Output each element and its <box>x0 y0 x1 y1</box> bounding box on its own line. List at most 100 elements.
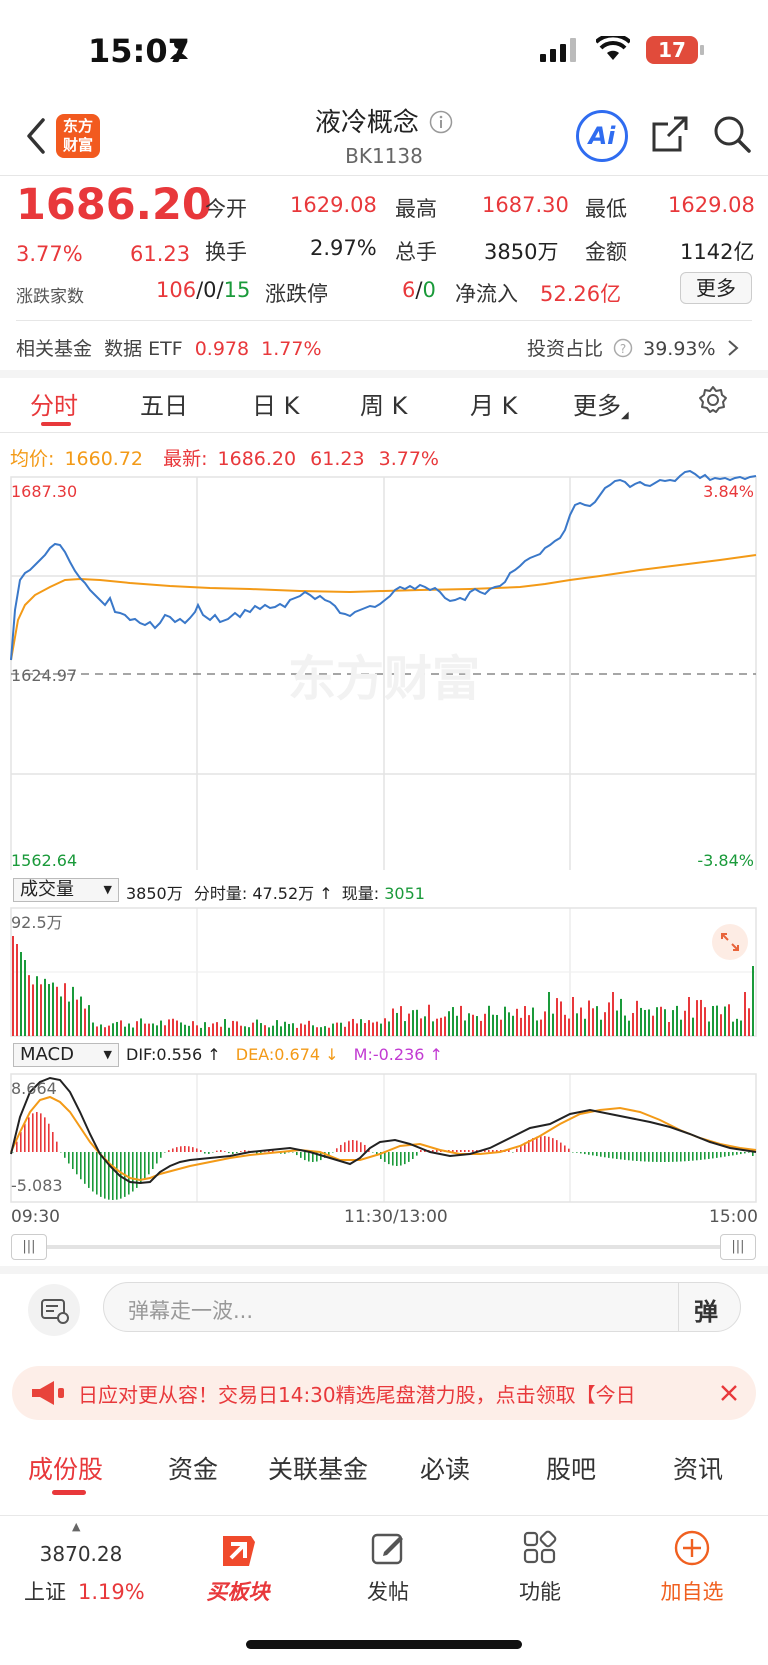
share-icon[interactable] <box>650 114 690 154</box>
volume-bar <box>676 1005 678 1036</box>
limit-label: 涨跌停 <box>265 282 328 306</box>
macd-bar <box>680 1152 682 1162</box>
tab-fenshi[interactable]: 分时 <box>30 392 78 420</box>
volume-bar <box>196 1025 198 1036</box>
volume-bar <box>728 1004 730 1036</box>
macd-bar <box>628 1152 630 1161</box>
volume-bar <box>256 1019 258 1036</box>
volume-bar <box>688 997 690 1036</box>
macd-bar <box>284 1152 286 1154</box>
ai-button[interactable]: Ai <box>576 110 628 162</box>
volume-bar <box>532 1007 534 1036</box>
function-button[interactable]: 功能 <box>519 1580 561 1604</box>
macd-bar <box>652 1152 654 1162</box>
tab-forum[interactable]: 股吧 <box>546 1455 597 1484</box>
macd-chart[interactable]: 8.664 -5.083 <box>0 1072 768 1204</box>
macd-bar <box>64 1152 66 1158</box>
turnover-value: 2.97% <box>310 236 377 260</box>
volume-bar <box>304 1024 306 1036</box>
expand-button[interactable] <box>712 924 748 960</box>
post-button[interactable]: 发帖 <box>367 1580 409 1604</box>
macd-bar <box>116 1152 118 1200</box>
tab-funds-flow[interactable]: 资金 <box>168 1455 219 1484</box>
macd-bar <box>528 1140 530 1152</box>
stock-code: BK1138 <box>345 144 423 168</box>
volume-bar <box>96 1026 98 1036</box>
more-button[interactable]: 更多 <box>680 272 752 304</box>
macd-bar <box>364 1144 366 1152</box>
macd-bar <box>420 1150 422 1152</box>
range-handle-right[interactable]: ||| <box>720 1234 756 1260</box>
volume-bar <box>252 1022 254 1036</box>
macd-bar <box>692 1152 694 1161</box>
macd-dropdown[interactable]: MACD ▼ <box>13 1043 119 1067</box>
volume-bar <box>68 1001 70 1036</box>
macd-bar <box>524 1142 526 1152</box>
buy-sector-icon <box>223 1536 255 1566</box>
macd-info: DIF:0.556 ↑ DEA:0.674 ↓ M:-0.236 ↑ <box>126 1045 443 1064</box>
invest-ratio[interactable]: 投资占比 ? 39.93% <box>527 334 740 361</box>
chart-info: 均价: 1660.72 最新: 1686.20 61.23 3.77% <box>10 448 439 470</box>
tab-more[interactable]: 更多◢ <box>573 392 629 421</box>
buy-sector-button[interactable]: 买板块 <box>206 1580 270 1604</box>
volume-bar <box>24 960 26 1036</box>
volume-bar <box>168 1019 170 1036</box>
macd-bar <box>44 1117 46 1152</box>
macd-bar <box>236 1152 238 1154</box>
macd-bar <box>348 1140 350 1152</box>
index-info[interactable]: 上证 1.19% <box>24 1580 145 1604</box>
macd-bar <box>300 1152 302 1158</box>
settings-icon[interactable] <box>697 384 729 416</box>
tab-constituents[interactable]: 成份股 <box>28 1455 104 1484</box>
volume-dropdown[interactable]: 成交量 ▼ <box>13 878 119 902</box>
price-chart[interactable]: 东方财富 1687.30 1624.97 1562.64 3.84% -3.84… <box>0 470 768 870</box>
back-icon[interactable] <box>26 118 46 154</box>
volume-bar <box>60 996 62 1036</box>
macd-bar <box>456 1150 458 1152</box>
macd-bar <box>340 1144 342 1152</box>
volume-bar <box>740 1020 742 1036</box>
volume-bar <box>560 1001 562 1036</box>
tab-news[interactable]: 资讯 <box>673 1455 724 1484</box>
tab-must-read[interactable]: 必读 <box>420 1455 471 1484</box>
tab-daily-k[interactable]: 日 K <box>252 392 300 420</box>
macd-bar <box>552 1138 554 1152</box>
macd-bar <box>376 1152 378 1156</box>
info-icon[interactable] <box>429 110 453 134</box>
volume-bar <box>364 1023 366 1036</box>
range-handle-left[interactable]: ||| <box>11 1234 47 1260</box>
macd-bar <box>536 1136 538 1152</box>
macd-bar <box>120 1152 122 1199</box>
tab-5day[interactable]: 五日 <box>140 392 188 420</box>
fund-row[interactable]: 相关基金 数据 ETF 0.978 1.77% <box>16 338 322 360</box>
low-value: 1629.08 <box>668 193 755 217</box>
tab-weekly-k[interactable]: 周 K <box>360 392 408 420</box>
macd-bar <box>560 1142 562 1152</box>
volume-bar <box>92 1022 94 1036</box>
danmu-toggle-icon[interactable]: 弹 <box>694 1298 718 1326</box>
volume-bar <box>160 1020 162 1036</box>
volume-bar <box>380 1023 382 1036</box>
volume-bar <box>268 1027 270 1036</box>
promo-banner[interactable]: 日应对更从容！交易日14:30精选尾盘潜力股，点击领取【今日 <box>12 1366 756 1420</box>
macd-bar <box>672 1152 674 1162</box>
macd-bar <box>460 1150 462 1152</box>
macd-bar <box>316 1152 318 1162</box>
index-value[interactable]: 3870.28 <box>39 1542 123 1566</box>
comment-list-button[interactable] <box>28 1284 80 1336</box>
macd-bar <box>60 1152 62 1153</box>
add-watchlist-button[interactable]: 加自选 <box>660 1580 724 1604</box>
danmu-input[interactable]: 弹幕走一波... 弹 <box>103 1282 741 1332</box>
close-icon[interactable] <box>719 1383 739 1403</box>
volume-bar <box>500 1019 502 1036</box>
volume-bar <box>236 1021 238 1036</box>
search-icon[interactable] <box>712 114 752 154</box>
volume-bar <box>52 982 54 1036</box>
tab-related-funds[interactable]: 关联基金 <box>268 1455 369 1484</box>
macd-bar <box>688 1152 690 1161</box>
macd-bar <box>128 1152 130 1195</box>
volume-bar <box>396 1012 398 1036</box>
volume-chart[interactable]: 92.5万 <box>0 906 768 1038</box>
volume-bar <box>140 1018 142 1036</box>
tab-monthly-k[interactable]: 月 K <box>470 392 518 420</box>
